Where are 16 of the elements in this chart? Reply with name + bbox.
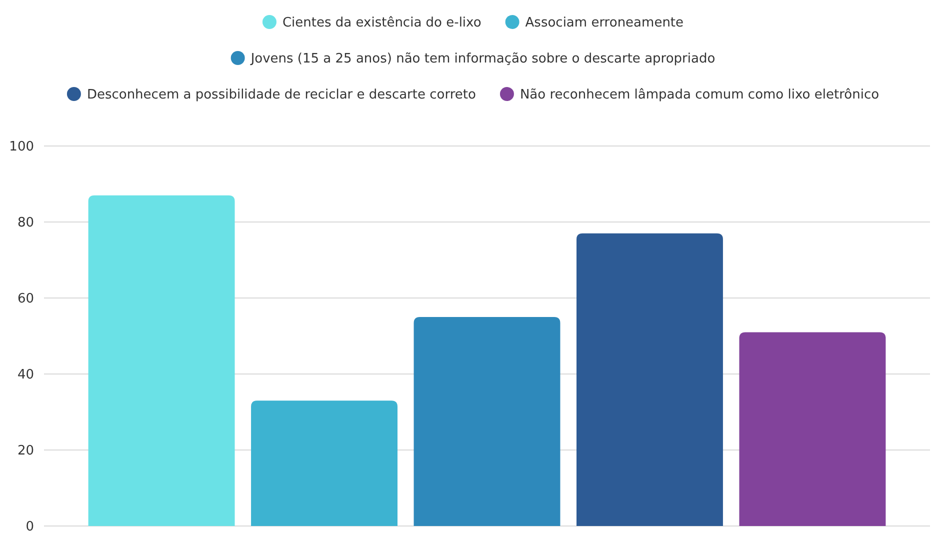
y-tick-label: 80: [17, 216, 34, 231]
legend-label: Não reconhecem lâmpada comum como lixo eletrônico: [520, 88, 880, 103]
legend-label: Jovens (15 a 25 anos) não tem informação sobre o descarte apropriado: [250, 52, 716, 67]
bar: [251, 400, 398, 526]
y-tick-label: 100: [9, 140, 34, 155]
y-tick-label: 60: [17, 292, 34, 307]
y-tick-label: 0: [26, 520, 34, 535]
bar: [88, 195, 235, 526]
y-tick-label: 40: [17, 368, 34, 383]
bar: [414, 317, 560, 526]
legend-label: Desconhecem a possibilidade de reciclar e descarte correto: [86, 88, 476, 103]
legend-label: Associam erroneamente: [525, 16, 684, 31]
bar: [576, 233, 723, 526]
y-tick-label: 20: [17, 444, 34, 459]
legend-label: Cientes da existência do e-lixo: [282, 16, 482, 31]
bar: [739, 332, 886, 526]
